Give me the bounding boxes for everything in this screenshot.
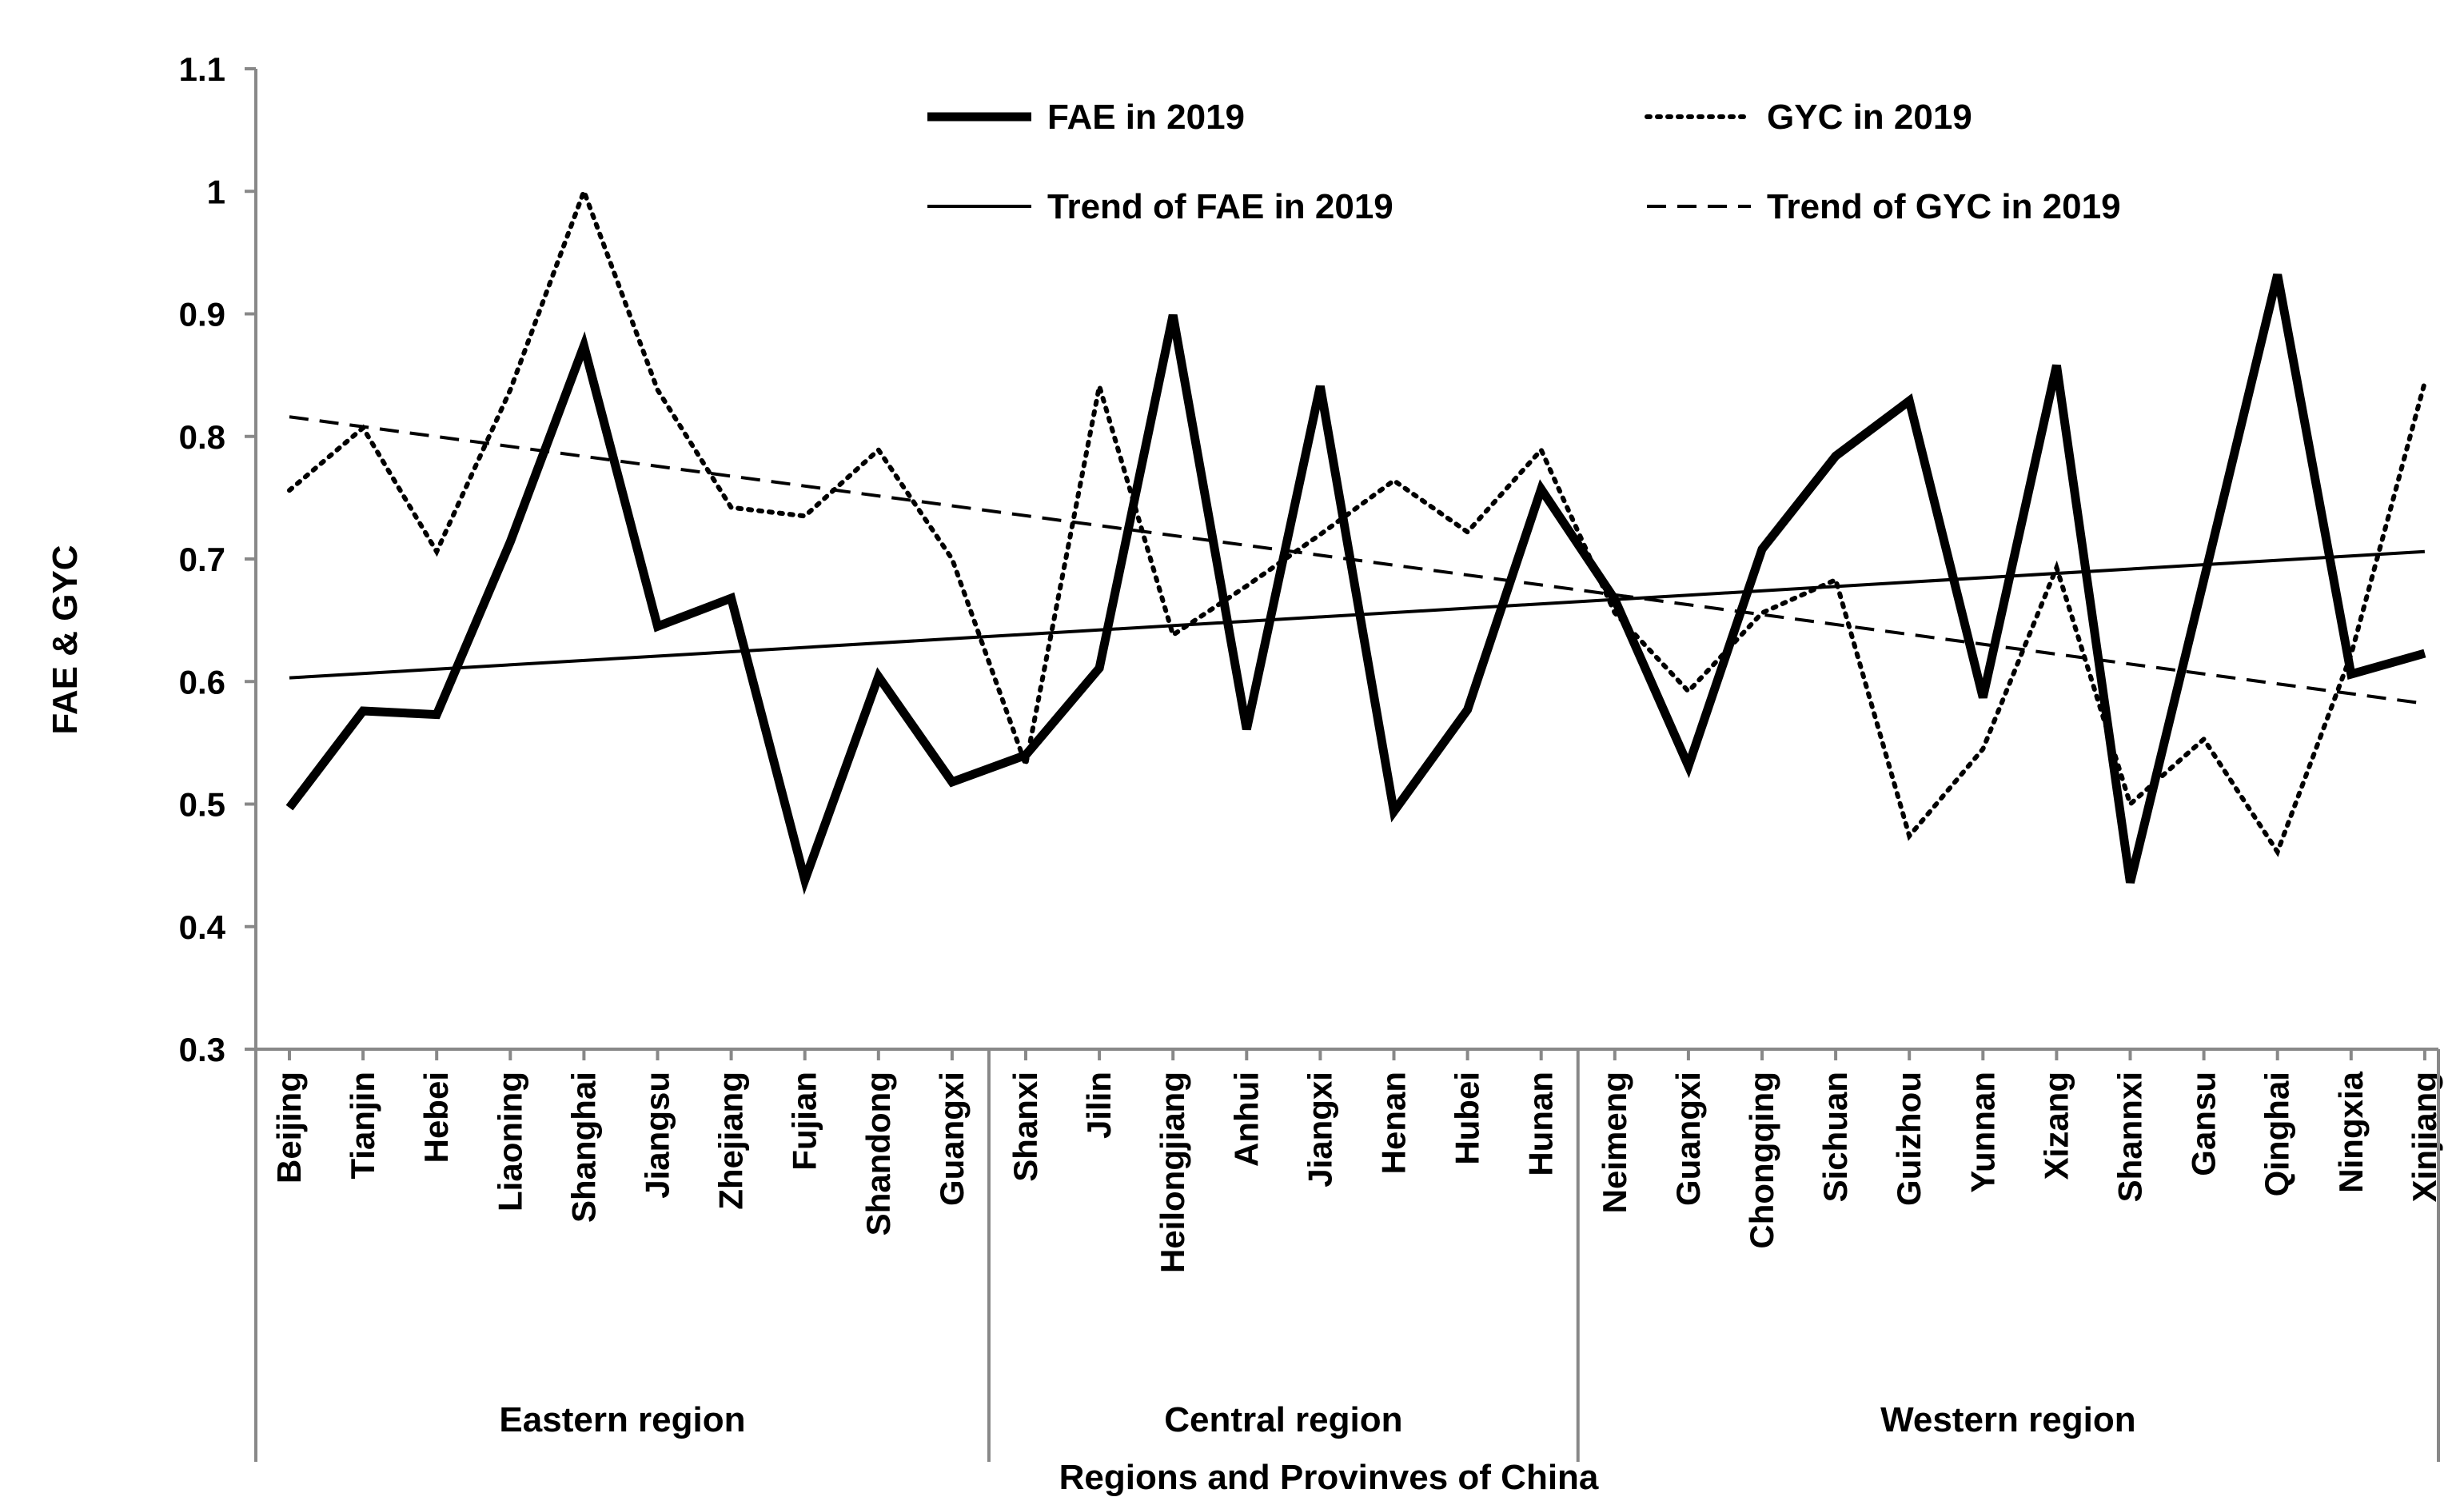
y-tick-label: 0.8 bbox=[179, 418, 225, 456]
x-axis-title: Regions and Provinves of China bbox=[1059, 1458, 1599, 1497]
category-label: Guangxi bbox=[933, 1072, 971, 1206]
category-label: Chongqing bbox=[1743, 1072, 1780, 1249]
category-label: Guizhou bbox=[1890, 1072, 1928, 1206]
category-label: Qinghai bbox=[2259, 1072, 2296, 1196]
category-label: Anhui bbox=[1227, 1072, 1265, 1167]
series-line-trend-of-gyc-in-2019 bbox=[289, 415, 2426, 705]
legend-label: Trend of FAE in 2019 bbox=[1047, 187, 1393, 226]
category-label: Ningxia bbox=[2332, 1071, 2370, 1192]
category-label: Yunnan bbox=[1964, 1072, 2001, 1193]
y-tick-label: 0.3 bbox=[179, 1031, 225, 1068]
y-tick-label: 0.9 bbox=[179, 296, 225, 333]
category-label: Liaoning bbox=[491, 1072, 528, 1212]
category-label: Xizang bbox=[2037, 1072, 2075, 1180]
category-label: Jilin bbox=[1080, 1072, 1118, 1139]
y-axis-title: FAE & GYC bbox=[46, 545, 85, 734]
y-tick-label: 0.4 bbox=[179, 908, 226, 946]
category-label: Zhejiang bbox=[712, 1072, 750, 1210]
category-label: Neimeng bbox=[1596, 1072, 1633, 1213]
category-label: Beijing bbox=[270, 1072, 308, 1184]
category-label: Jiangsu bbox=[639, 1072, 676, 1199]
region-label: Eastern region bbox=[499, 1400, 745, 1439]
legend-label: Trend of GYC in 2019 bbox=[1767, 187, 2121, 226]
y-tick-label: 1.1 bbox=[179, 50, 225, 88]
category-label: Heilongjiang bbox=[1154, 1072, 1191, 1273]
category-label: Henan bbox=[1375, 1072, 1413, 1174]
legend-label: GYC in 2019 bbox=[1767, 98, 1972, 137]
category-label: Guangxi bbox=[1669, 1072, 1707, 1206]
category-label: Shanxi bbox=[1007, 1072, 1044, 1182]
category-label: Hunan bbox=[1522, 1072, 1560, 1176]
legend-label: FAE in 2019 bbox=[1047, 98, 1245, 137]
category-label: Tianjin bbox=[344, 1072, 381, 1180]
y-tick-label: 0.6 bbox=[179, 663, 225, 701]
category-label: Fujian bbox=[786, 1072, 823, 1171]
region-label: Western region bbox=[1880, 1400, 2135, 1439]
y-tick-label: 1 bbox=[207, 173, 225, 210]
series-line-gyc-in-2019 bbox=[287, 184, 2427, 857]
series-line-fae-in-2019 bbox=[285, 273, 2426, 896]
category-label: Hebei bbox=[417, 1072, 455, 1163]
category-label: Gansu bbox=[2185, 1072, 2223, 1176]
region-label: Central region bbox=[1164, 1400, 1402, 1439]
category-label: Hubei bbox=[1449, 1072, 1486, 1165]
category-label: Shandong bbox=[859, 1072, 897, 1236]
y-tick-label: 0.7 bbox=[179, 541, 225, 578]
category-label: Shanghai bbox=[564, 1072, 602, 1223]
category-label: Sichuan bbox=[1816, 1072, 1854, 1202]
category-label: Shannxi bbox=[2111, 1072, 2149, 1202]
category-label: Jiangxi bbox=[1301, 1072, 1338, 1188]
y-tick-label: 0.5 bbox=[179, 786, 225, 824]
